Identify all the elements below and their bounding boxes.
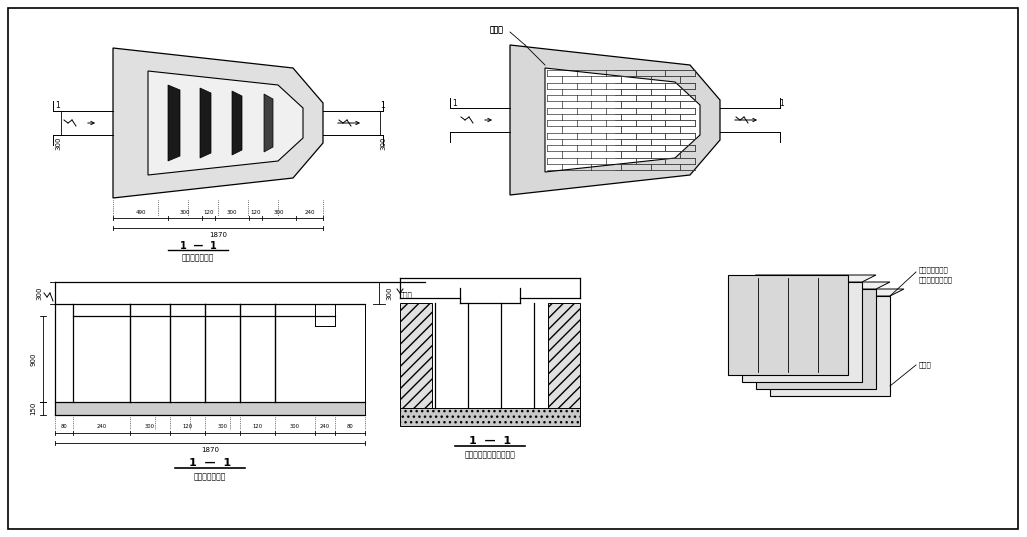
Text: 300: 300 <box>218 425 228 430</box>
Text: 1  —  1: 1 — 1 <box>469 436 511 446</box>
Text: 150: 150 <box>30 402 36 415</box>
Polygon shape <box>113 48 324 198</box>
Polygon shape <box>264 94 273 152</box>
Bar <box>400 303 432 408</box>
Polygon shape <box>545 68 700 172</box>
Polygon shape <box>200 88 211 158</box>
Bar <box>548 303 580 408</box>
Text: 导水板: 导水板 <box>400 292 413 299</box>
Text: 120: 120 <box>253 425 263 430</box>
Text: 自然重力沉沙池: 自然重力沉沙池 <box>194 473 226 482</box>
Text: 300: 300 <box>36 286 42 300</box>
Polygon shape <box>756 289 876 389</box>
Text: 120: 120 <box>203 209 214 214</box>
Bar <box>55 402 365 415</box>
Polygon shape <box>510 45 720 195</box>
Text: 最后一层导水板: 最后一层导水板 <box>919 267 949 273</box>
Text: 1870: 1870 <box>201 447 219 453</box>
Text: 120: 120 <box>183 425 193 430</box>
Text: 1: 1 <box>779 98 785 107</box>
Text: 240: 240 <box>97 425 107 430</box>
Polygon shape <box>728 275 848 375</box>
Polygon shape <box>770 296 890 396</box>
Polygon shape <box>148 71 303 175</box>
Text: 300: 300 <box>55 136 61 150</box>
Polygon shape <box>741 275 876 282</box>
Text: 1870: 1870 <box>210 232 227 238</box>
Text: 300: 300 <box>145 425 155 430</box>
Text: 1: 1 <box>55 101 61 111</box>
Text: 1: 1 <box>453 98 457 107</box>
Text: 1  —  1: 1 — 1 <box>180 241 217 251</box>
Text: 之间如多层过滤网: 之间如多层过滤网 <box>919 277 953 284</box>
Text: 插入导水板增强沉沙效果: 插入导水板增强沉沙效果 <box>464 451 516 460</box>
Text: 1  —  1: 1 — 1 <box>189 458 231 468</box>
Text: 80: 80 <box>347 425 353 430</box>
Polygon shape <box>232 91 242 155</box>
Polygon shape <box>770 289 904 296</box>
Text: 120: 120 <box>251 209 261 214</box>
Text: 490: 490 <box>136 209 146 214</box>
Text: 300: 300 <box>290 425 300 430</box>
Text: 300: 300 <box>380 136 386 150</box>
Text: 900: 900 <box>30 352 36 366</box>
Text: 自然重力沉沙池: 自然重力沉沙池 <box>182 253 215 263</box>
Polygon shape <box>168 85 180 161</box>
Text: 240: 240 <box>304 209 314 214</box>
Bar <box>400 408 580 426</box>
Text: 300: 300 <box>180 209 190 214</box>
Text: 300: 300 <box>386 286 392 300</box>
Text: 300: 300 <box>274 209 284 214</box>
Text: 80: 80 <box>61 425 68 430</box>
Text: 导水板: 导水板 <box>919 362 931 368</box>
Text: 240: 240 <box>320 425 330 430</box>
Polygon shape <box>756 282 890 289</box>
Text: 300: 300 <box>227 209 237 214</box>
Text: 导水板: 导水板 <box>490 25 504 34</box>
Text: 1: 1 <box>381 101 385 111</box>
Text: 导水板: 导水板 <box>490 25 504 34</box>
Polygon shape <box>741 282 862 382</box>
